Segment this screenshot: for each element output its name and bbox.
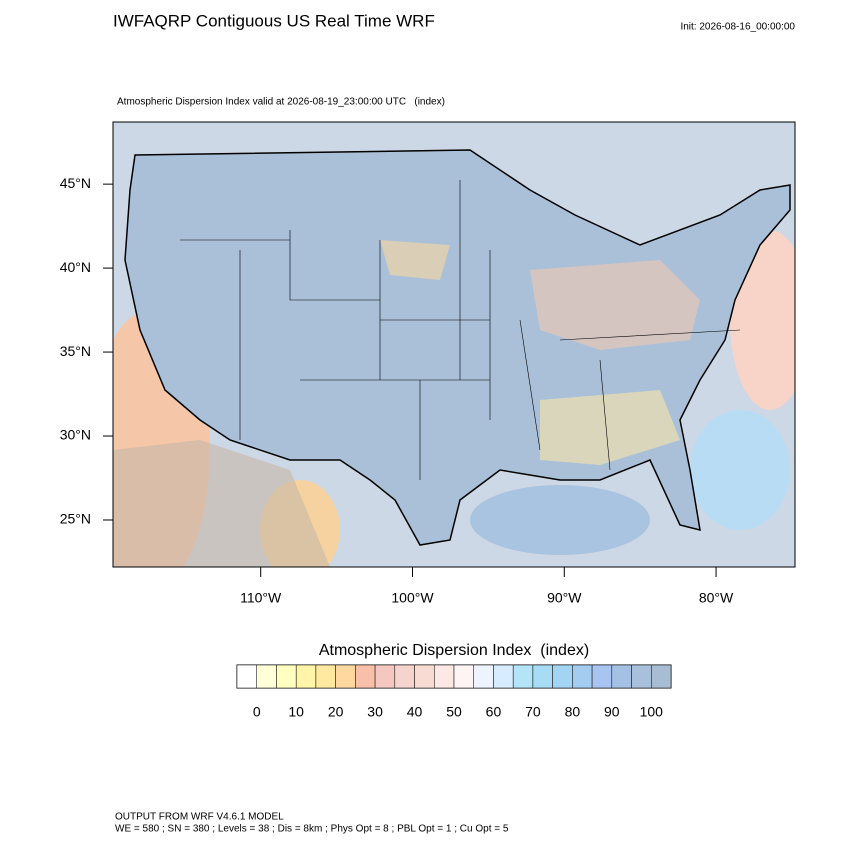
state-lines [180, 180, 741, 480]
title: IWFAQRP Contiguous US Real Time WRF [113, 11, 435, 30]
colorbar-tick-label: 50 [446, 704, 462, 720]
colorbar-box [355, 664, 376, 689]
colorbar-tick-label: 60 [486, 704, 502, 720]
colorbar-box [651, 664, 672, 689]
subtitle: Atmospheric Dispersion Index valid at 20… [117, 97, 445, 108]
colorbar-box [473, 664, 494, 689]
lon-tick-label: 110°W [240, 590, 282, 606]
shade [530, 260, 700, 350]
colorbar-tick-label: 0 [253, 704, 261, 720]
colorbar-box [493, 664, 514, 689]
shade [540, 390, 680, 465]
mexico [113, 440, 330, 567]
colorbar-tick-label: 40 [407, 704, 423, 720]
colorbar-box [374, 664, 396, 689]
colorbar-box [295, 664, 317, 689]
lon-tick-label: 80°W [699, 590, 734, 606]
colorbar-tick-label: 90 [604, 704, 620, 720]
colorbar-box [532, 664, 553, 689]
colorbar-box [611, 664, 632, 689]
colorbar-box [434, 664, 455, 689]
colorbar-box [552, 664, 573, 689]
colorbar-tick-label: 10 [288, 704, 304, 720]
shade [380, 240, 450, 280]
lat-tick-label: 30°N [60, 427, 91, 443]
lat-tick-label: 45°N [60, 175, 91, 191]
colorbar-box [236, 664, 257, 689]
shade [470, 485, 650, 555]
lat-tick-label: 25°N [60, 511, 91, 527]
init-time: Init: 2026-08-16_00:00:00 [680, 22, 795, 33]
colorbar-box [315, 664, 336, 689]
colorbar-box [256, 664, 277, 689]
colorbar-box [414, 664, 435, 689]
colorbar-box [591, 664, 613, 689]
colorbar-box [631, 664, 652, 689]
colorbar-box [512, 664, 534, 689]
colorbar-box [276, 664, 297, 689]
colorbar-box [572, 664, 593, 689]
colorbar-title: Atmospheric Dispersion Index (index) [319, 642, 589, 659]
footer: WE = 580 ; SN = 380 ; Levels = 38 ; Dis … [115, 824, 509, 835]
colorbar-box [453, 664, 474, 689]
lon-tick-label: 100°W [391, 590, 434, 606]
colorbar-tick-label: 100 [640, 704, 664, 720]
map-layer [113, 122, 795, 567]
lon-tick-label: 90°W [547, 590, 582, 606]
map-frame [112, 121, 796, 568]
colorbar-tick-label: 70 [525, 704, 541, 720]
colorbar-tick-label: 80 [565, 704, 581, 720]
colorbar-tick-label: 30 [367, 704, 383, 720]
colorbar-tick-label: 20 [328, 704, 344, 720]
shade [690, 410, 790, 530]
colorbar-box [335, 664, 356, 689]
footer: OUTPUT FROM WRF V4.6.1 MODEL [115, 812, 284, 823]
colorbar-box [394, 664, 415, 689]
lat-tick-label: 35°N [60, 343, 91, 359]
lat-tick-label: 40°N [60, 259, 91, 275]
